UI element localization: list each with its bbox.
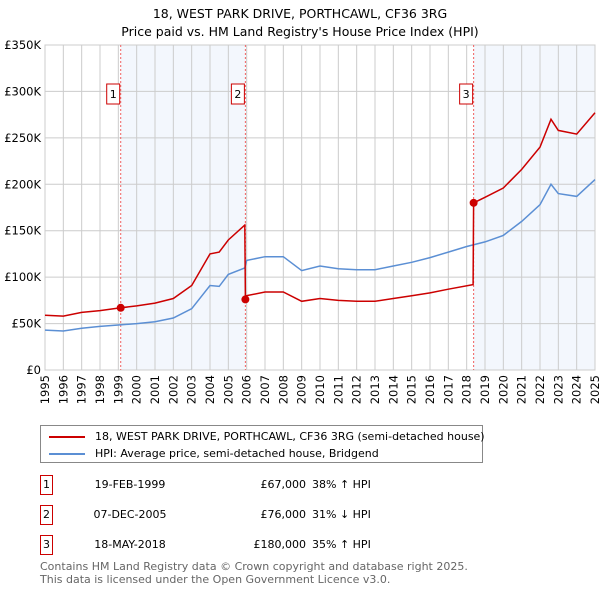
- shaded-period: [120, 45, 246, 370]
- x-tick-label: 1998: [93, 375, 107, 404]
- y-tick-label: £200K: [4, 177, 41, 191]
- sale-label-box: [106, 83, 121, 105]
- x-tick-label: 2012: [350, 375, 364, 404]
- sale-marker-label: 1: [40, 475, 53, 495]
- footer-license: This data is licensed under the Open Gov…: [40, 573, 391, 586]
- legend-red-line: [49, 435, 85, 438]
- x-tick-label: 2024: [570, 375, 584, 404]
- sale-hpi: 38% ↑ HPI: [312, 478, 371, 491]
- legend-blue-line: [49, 452, 85, 455]
- x-tick-label: 2007: [258, 375, 272, 404]
- y-tick-label: £0: [26, 363, 41, 377]
- sale-row: 3 18-MAY-2018 £180,000 35% ↑ HPI: [40, 535, 490, 555]
- y-tick-label: £50K: [12, 317, 42, 331]
- x-tick-label: 2018: [460, 375, 474, 404]
- x-tick-label: 1995: [38, 375, 52, 404]
- x-tick-label: 2004: [203, 375, 217, 404]
- x-tick-label: 2023: [551, 375, 565, 404]
- sale-date: 19-FEB-1999: [94, 478, 166, 491]
- sale-price: £180,000: [253, 538, 307, 551]
- sale-row: 1 19-FEB-1999 £67,000 38% ↑ HPI: [40, 475, 490, 495]
- hpi-line: [44, 179, 596, 332]
- sale-price: £76,000: [260, 508, 307, 521]
- footer-copyright: Contains HM Land Registry data © Crown c…: [40, 560, 468, 573]
- x-tick-label: 2025: [588, 375, 600, 404]
- sale-label-box: [459, 83, 474, 105]
- plot-border: [44, 44, 596, 371]
- x-tick-label: 2008: [276, 375, 290, 404]
- sale-label: 2: [234, 88, 241, 101]
- legend: 18, WEST PARK DRIVE, PORTHCAWL, CF36 3RG…: [40, 425, 485, 463]
- x-tick-label: 2022: [533, 375, 547, 404]
- x-tick-label: 2006: [240, 375, 254, 404]
- x-tick-label: 2010: [313, 375, 327, 404]
- x-tick-label: 2020: [496, 375, 510, 404]
- x-tick-label: 2017: [441, 375, 455, 404]
- sale-label-box: [230, 83, 245, 105]
- x-tick-label: 2013: [368, 375, 382, 404]
- y-tick-label: £300K: [4, 84, 41, 98]
- x-tick-label: 2005: [221, 375, 235, 404]
- x-tick-label: 2009: [295, 375, 309, 404]
- y-tick-label: £350K: [4, 38, 41, 52]
- sale-point: [469, 198, 478, 207]
- x-tick-label: 2019: [478, 375, 492, 404]
- sale-point: [116, 303, 125, 312]
- sale-row: 2 07-DEC-2005 £76,000 31% ↓ HPI: [40, 505, 490, 525]
- chart-title: 18, WEST PARK DRIVE, PORTHCAWL, CF36 3RG: [152, 6, 448, 21]
- legend-hpi: HPI: Average price, semi-detached house,…: [95, 447, 379, 460]
- sale-label: 3: [463, 88, 470, 101]
- x-tick-label: 1999: [111, 375, 125, 404]
- sale-marker-label: 3: [40, 535, 53, 555]
- x-tick-label: 2011: [331, 375, 345, 404]
- property-price-line: [44, 112, 596, 317]
- sale-point: [241, 295, 250, 304]
- x-tick-label: 2014: [386, 375, 400, 404]
- x-tick-label: 2000: [130, 375, 144, 404]
- sale-date: 18-MAY-2018: [94, 538, 166, 551]
- x-tick-label: 2021: [515, 375, 529, 404]
- y-tick-label: £250K: [4, 131, 41, 145]
- x-tick-label: 2016: [423, 375, 437, 404]
- x-tick-label: 1997: [75, 375, 89, 404]
- sale-hpi: 35% ↑ HPI: [312, 538, 371, 551]
- x-tick-label: 2003: [185, 375, 199, 404]
- x-tick-label: 2001: [148, 375, 162, 404]
- sale-date: 07-DEC-2005: [93, 508, 167, 521]
- x-tick-label: 2015: [405, 375, 419, 404]
- price-chart: 1995 1996 1997 1998 1999 2000 2001 2002 2003 2004…: [4, 38, 600, 404]
- sale-marker-label: 2: [40, 505, 53, 525]
- chart-subtitle: Price paid vs. HM Land Registry's House …: [121, 24, 479, 39]
- legend-property: 18, WEST PARK DRIVE, PORTHCAWL, CF36 3RG…: [95, 430, 485, 443]
- y-tick-label: £100K: [4, 270, 41, 284]
- sale-hpi: 31% ↓ HPI: [312, 508, 371, 521]
- x-tick-label: 1996: [56, 375, 70, 404]
- y-tick-label: £150K: [4, 224, 41, 238]
- x-tick-label: 2002: [166, 375, 180, 404]
- sale-label: 1: [110, 88, 117, 101]
- sale-price: £67,000: [260, 478, 307, 491]
- shaded-period: [473, 45, 595, 370]
